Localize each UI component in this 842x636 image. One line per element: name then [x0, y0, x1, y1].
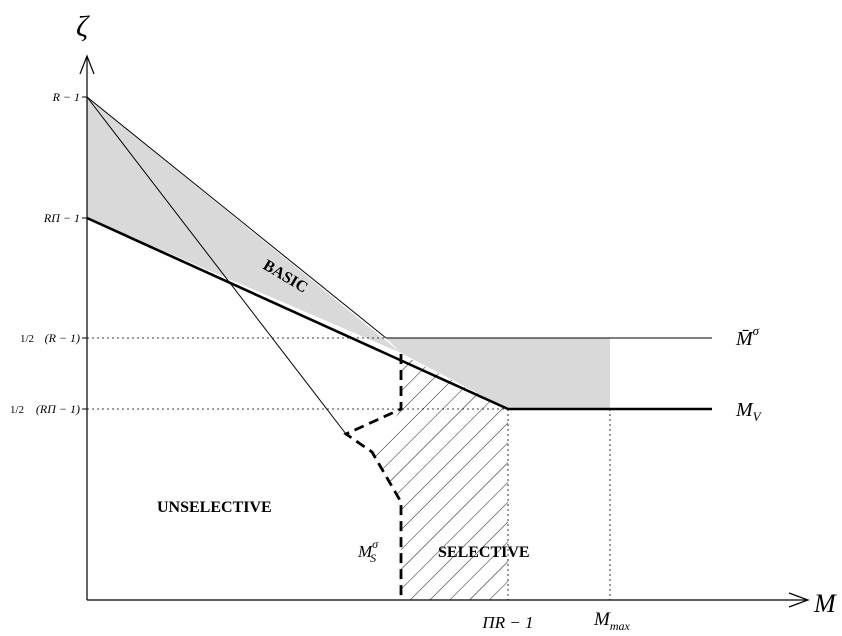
y-tick-half-r-minus-1: (R − 1)	[45, 331, 80, 345]
x-axis-arrowhead	[788, 592, 810, 608]
y-tick-half-rpi-minus-1-frac: 1/2	[10, 404, 24, 416]
m-bar-sigma-label: M̄σ	[735, 323, 760, 350]
basic-upper-boundary	[86, 96, 387, 339]
y-axis-label: ζ	[76, 10, 90, 43]
m-v-sub: V	[753, 409, 763, 424]
m-bar-sigma-sup: σ	[753, 323, 760, 338]
m-s-sigma-base: M	[357, 542, 373, 561]
x-axis-label: M	[813, 589, 837, 618]
y-tick-r-pi-minus-1: RΠ − 1	[43, 211, 80, 225]
m-bar-sigma-base: M̄	[735, 328, 754, 350]
m-v-label: MV	[735, 399, 763, 424]
unselective-region-label: UNSELECTIVE	[157, 499, 272, 516]
upper-right-shade	[386, 338, 610, 409]
steep-diagonal-line	[86, 96, 347, 435]
selective-region-label: SELECTIVE	[438, 544, 530, 561]
x-tick-m-max-sub: max	[610, 619, 631, 633]
m-v-line	[86, 216, 712, 411]
basic-region-shade	[87, 97, 401, 353]
x-tick-pi-r-minus-1: ΠR − 1	[481, 613, 533, 632]
m-s-sigma-label: Mσ S	[357, 537, 379, 565]
x-tick-m-max: Mmax	[593, 609, 630, 633]
m-s-sigma-sup: σ	[372, 537, 379, 551]
x-tick-m-max-base: M	[593, 609, 611, 630]
m-v-base: M	[735, 399, 754, 421]
y-tick-r-minus-1: R − 1	[52, 90, 80, 104]
y-tick-half-rpi-minus-1: (RΠ − 1)	[36, 402, 80, 416]
y-tick-half-r-minus-1-frac: 1/2	[20, 333, 34, 345]
m-s-sigma-dashed-boundary	[343, 354, 403, 600]
m-s-sigma-sub: S	[370, 551, 376, 565]
y-axis-arrowhead	[79, 54, 95, 75]
